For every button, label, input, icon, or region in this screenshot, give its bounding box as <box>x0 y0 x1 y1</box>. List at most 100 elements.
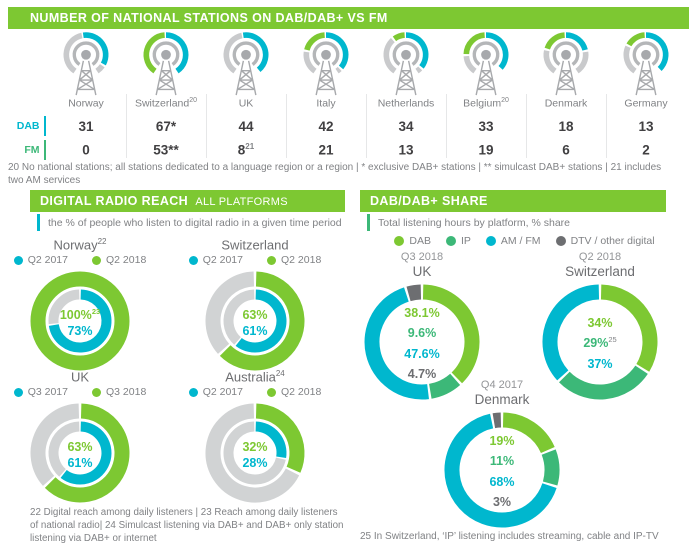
dab-row-label: DAB <box>0 115 46 137</box>
dab-count: 34 <box>398 118 414 134</box>
donut-values: 63% 61% <box>242 307 268 338</box>
chart-period: Q3 2018 <box>400 251 444 263</box>
donut-chart: 34% 29%25 37% <box>542 284 658 400</box>
donut-chart: 63% 61% <box>205 271 305 371</box>
share-chart-uk: Q3 2018 UK 38.1% 9.6% 47.6% 4.7% <box>337 251 507 400</box>
radio-tower-icon <box>223 32 269 96</box>
share-subtitle: Total listening hours by platform, % sha… <box>367 214 570 231</box>
country-label: UK <box>238 97 254 110</box>
station-column-uk: UK <box>206 31 286 110</box>
stations-footnote: 20 No national stations; all stations de… <box>8 162 662 187</box>
station-column-netherlands: Netherlands <box>366 31 446 110</box>
radio-tower-icon <box>143 32 189 96</box>
chart-legend: Q2 2017 Q2 2018 <box>188 386 321 398</box>
dab-count: 44 <box>238 118 254 134</box>
country-label: Switzerland20 <box>134 97 198 110</box>
legend-dot-prev <box>188 255 198 265</box>
donut-chart: 38.1% 9.6% 47.6% 4.7% <box>364 284 480 400</box>
chart-title: UK <box>412 264 432 279</box>
reach-chart-norway: Norway22 Q2 2017 Q2 2018 100%23 73% <box>0 234 160 371</box>
country-label: Netherlands <box>377 97 435 110</box>
legend-dot-icon <box>485 236 496 246</box>
station-column-switzerland: Switzerland20 <box>126 31 206 110</box>
radio-tower-icon <box>623 32 669 96</box>
fm-row: FM 0 53** 821 21 13 19 6 2 <box>0 139 686 161</box>
chart-legend: Q3 2017 Q3 2018 <box>13 386 146 398</box>
legend-dot-curr <box>92 387 101 397</box>
country-label: Germany <box>624 97 668 110</box>
share-chart-denmark: Q4 2017 Denmark 19% 11% 68% 3% <box>417 379 587 528</box>
donut-values: 34% 29%25 37% <box>583 316 617 371</box>
reach-subtitle: the % of people who listen to digital ra… <box>37 214 342 231</box>
donut-values: 19% 11% 68% 3% <box>489 434 515 509</box>
dab-count: 33 <box>478 118 494 134</box>
legend-dot-prev <box>13 387 23 397</box>
legend-dot-prev <box>188 387 198 397</box>
reach-footnote: 22 Digital reach among daily listeners |… <box>30 507 344 544</box>
legend-dot-curr <box>267 387 276 397</box>
share-legend-item: AM / FM <box>485 235 541 247</box>
donut-chart: 32% 28% <box>205 403 305 503</box>
fm-count: 6 <box>562 142 570 158</box>
donut-chart: 100%23 73% <box>30 271 130 371</box>
reach-chart-uk: UK Q3 2017 Q3 2018 63% 61% <box>0 366 160 503</box>
dab-row-bar <box>43 116 46 136</box>
radio-tower-icon <box>303 32 349 96</box>
station-column-norway: Norway <box>46 31 126 110</box>
donut-values: 63% 61% <box>67 439 93 470</box>
fm-row-label: FM <box>0 139 46 161</box>
dab-count: 31 <box>78 118 94 134</box>
chart-title: Denmark <box>474 392 530 407</box>
share-legend-item: DTV / other digital <box>555 235 655 247</box>
legend-dot-icon <box>445 236 456 246</box>
station-column-denmark: Denmark <box>526 31 606 110</box>
fm-count: 2 <box>642 142 650 158</box>
chart-legend: Q2 2017 Q2 2018 <box>13 254 146 266</box>
reach-subtitle-bar <box>37 214 40 231</box>
share-section-header: DAB/DAB+ SHARE <box>360 190 666 212</box>
station-column-italy: Italy <box>286 31 366 110</box>
fm-row-bar <box>43 140 46 160</box>
chart-title: Norway22 <box>53 237 107 253</box>
tower-row: Norway Switzerland20 UK Italy Netherlands Bel… <box>46 31 686 110</box>
column-divider <box>126 94 127 158</box>
dab-count: 42 <box>318 118 334 134</box>
fm-count: 21 <box>318 142 334 158</box>
legend-dot-curr <box>92 255 101 265</box>
dab-count: 18 <box>558 118 574 134</box>
stations-section-header: NUMBER OF NATIONAL STATIONS ON DAB/DAB+ … <box>8 7 689 29</box>
radio-tower-icon <box>543 32 589 96</box>
chart-title: UK <box>70 369 90 385</box>
legend-dot-icon <box>555 236 566 246</box>
share-legend-item: DAB <box>394 235 431 247</box>
station-column-germany: Germany <box>606 31 686 110</box>
legend-dot-curr <box>267 255 276 265</box>
donut-values: 100%23 73% <box>59 306 101 338</box>
reach-chart-switzerland: Switzerland Q2 2017 Q2 2018 63% 61% <box>175 234 335 371</box>
donut-values: 38.1% 9.6% 47.6% 4.7% <box>404 306 440 381</box>
country-label: Belgium20 <box>463 97 509 110</box>
reach-section-header: DIGITAL RADIO REACH ALL PLATFORMS <box>30 190 345 212</box>
country-label: Norway <box>68 97 104 110</box>
dab-count: 67* <box>155 118 177 134</box>
fm-count: 53** <box>153 142 179 158</box>
column-divider <box>286 94 287 158</box>
legend-dot-prev <box>13 255 23 265</box>
radio-tower-icon <box>463 32 509 96</box>
fm-count: 0 <box>82 142 90 158</box>
chart-title: Australia24 <box>225 369 285 385</box>
radio-tower-icon <box>63 32 109 96</box>
fm-count: 13 <box>398 142 414 158</box>
share-footnote: 25 In Switzerland, ‘IP’ listening includ… <box>360 531 659 542</box>
share-title: DAB/DAB+ SHARE <box>370 194 488 208</box>
dab-count: 13 <box>638 118 654 134</box>
reach-chart-australia: Australia24 Q2 2017 Q2 2018 32% 28% <box>175 366 335 503</box>
share-legend-item: IP <box>445 235 471 247</box>
column-divider <box>206 94 207 158</box>
chart-legend: Q2 2017 Q2 2018 <box>188 254 321 266</box>
station-column-belgium: Belgium20 <box>446 31 526 110</box>
chart-period: Q4 2017 <box>480 379 524 391</box>
column-divider <box>446 94 447 158</box>
chart-title: Switzerland <box>565 264 635 279</box>
column-divider <box>606 94 607 158</box>
